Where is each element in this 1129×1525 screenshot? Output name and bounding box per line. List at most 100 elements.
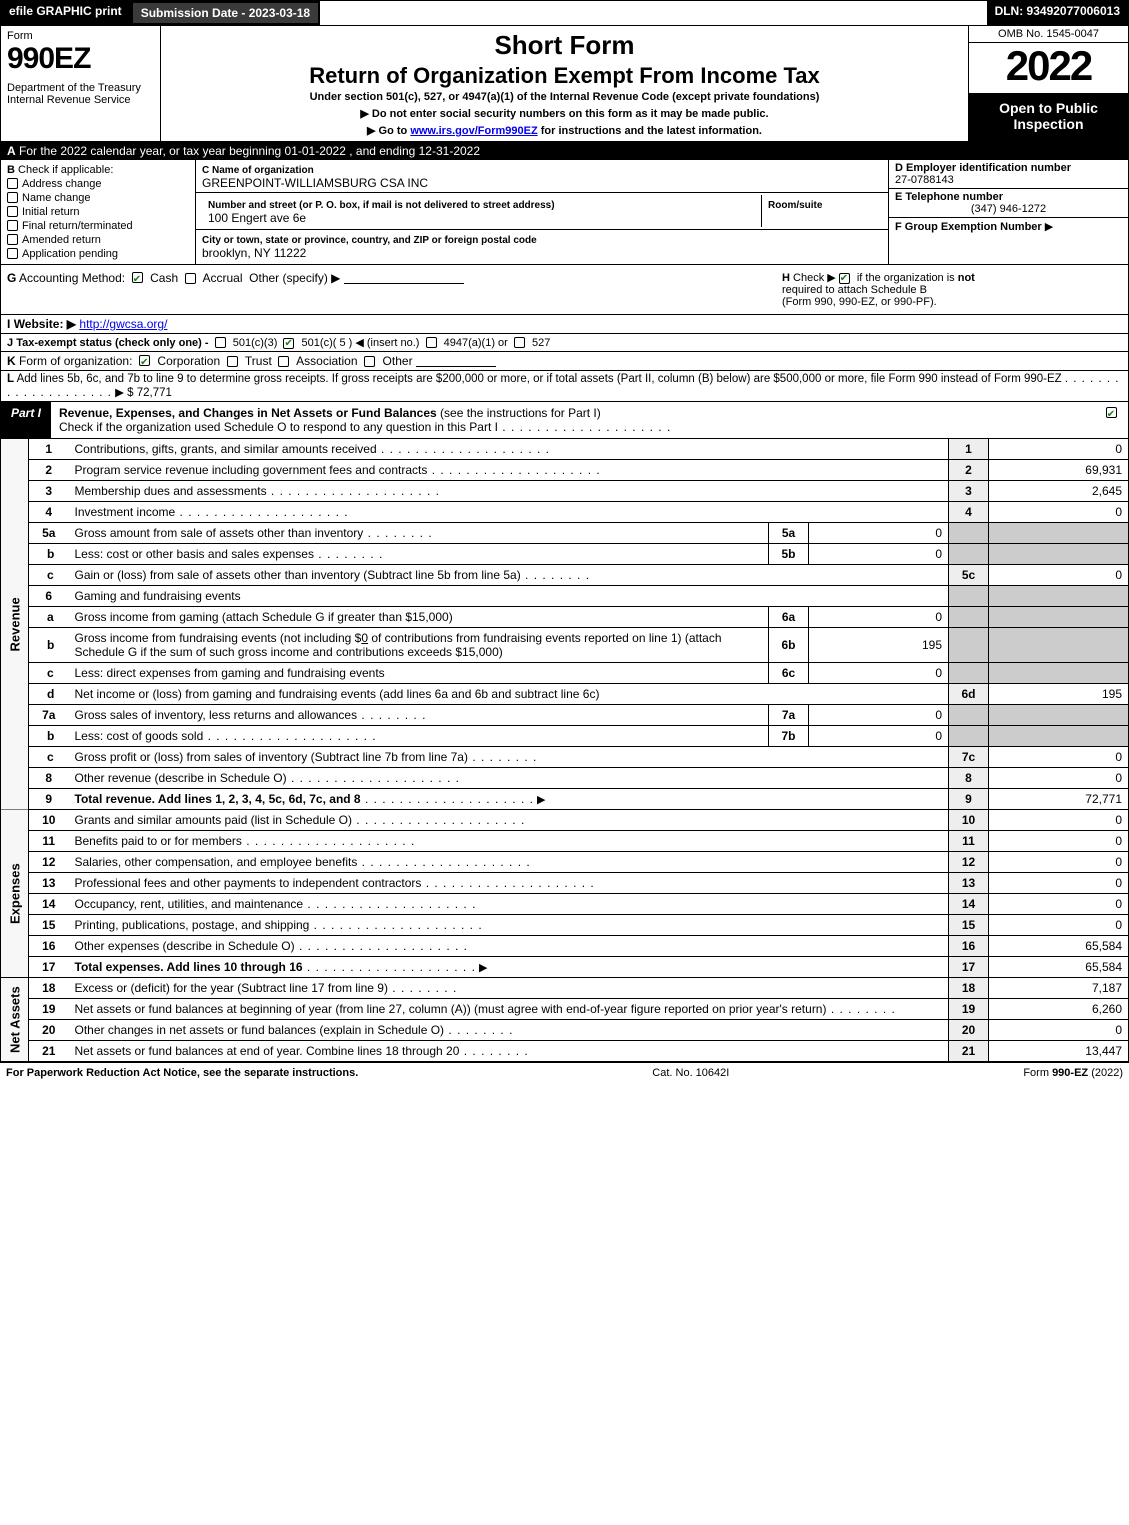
amt-5c: 0 [989, 565, 1129, 586]
amt-14: 0 [989, 894, 1129, 915]
city-value: brooklyn, NY 11222 [202, 246, 306, 260]
amt-9: 72,771 [989, 789, 1129, 810]
part1-check[interactable] [1098, 402, 1128, 438]
line-2: 2 Program service revenue including gove… [1, 460, 1129, 481]
city-label: City or town, state or province, country… [202, 235, 537, 246]
row-g-h: G Accounting Method: Cash Accrual Other … [0, 265, 1129, 315]
chk-name-change[interactable]: Name change [7, 192, 189, 204]
inval-6b: 195 [809, 628, 949, 663]
chk-application-pending[interactable]: Application pending [7, 248, 189, 260]
chk-501c[interactable] [283, 338, 294, 349]
inval-5b: 0 [809, 544, 949, 565]
form-name: 990EZ [7, 42, 154, 76]
amt-12: 0 [989, 852, 1129, 873]
chk-527[interactable] [514, 337, 525, 348]
header-right: OMB No. 1545-0047 2022 Open to Public In… [968, 26, 1128, 141]
row-l: L Add lines 5b, 6c, and 7b to line 9 to … [0, 371, 1129, 402]
open-to-public: Open to Public Inspection [969, 94, 1128, 141]
other-blank[interactable] [344, 272, 464, 284]
chk-corporation[interactable] [139, 355, 150, 366]
city-cell: City or town, state or province, country… [196, 230, 888, 262]
amt-10: 0 [989, 810, 1129, 831]
amt-1: 0 [989, 439, 1129, 460]
other-org-blank[interactable] [416, 355, 496, 367]
line-12: 12 Salaries, other compensation, and emp… [1, 852, 1129, 873]
chk-h[interactable] [839, 273, 850, 284]
line-14: 14 Occupancy, rent, utilities, and maint… [1, 894, 1129, 915]
line-11: 11 Benefits paid to or for members 11 0 [1, 831, 1129, 852]
expenses-side-label: Expenses [1, 810, 29, 978]
chk-association[interactable] [278, 356, 289, 367]
chk-accrual[interactable] [185, 273, 196, 284]
line-17: 17 Total expenses. Add lines 10 through … [1, 957, 1129, 978]
dln-label: DLN: 93492077006013 [987, 1, 1128, 25]
b-label: B [7, 164, 15, 176]
page-footer: For Paperwork Reduction Act Notice, see … [0, 1062, 1129, 1083]
chk-final-return[interactable]: Final return/terminated [7, 220, 189, 232]
chk-cash[interactable] [132, 272, 143, 283]
line-1: Revenue 1 Contributions, gifts, grants, … [1, 439, 1129, 460]
amt-17: 65,584 [989, 957, 1129, 978]
short-form-title: Short Form [167, 30, 962, 61]
chk-address-change[interactable]: Address change [7, 178, 189, 190]
amt-11: 0 [989, 831, 1129, 852]
row-j: J Tax-exempt status (check only one) - 5… [0, 334, 1129, 352]
chk-other-org[interactable] [364, 356, 375, 367]
row-a-label: A [7, 144, 16, 158]
website-link[interactable]: http://gwcsa.org/ [79, 317, 167, 331]
return-title: Return of Organization Exempt From Incom… [167, 63, 962, 89]
gross-receipts: 72,771 [137, 387, 172, 399]
header-left: Form 990EZ Department of the Treasury In… [1, 26, 161, 141]
line-6a: a Gross income from gaming (attach Sched… [1, 607, 1129, 628]
form-header: Form 990EZ Department of the Treasury In… [0, 26, 1129, 142]
section-g: G Accounting Method: Cash Accrual Other … [7, 271, 762, 308]
line-16: 16 Other expenses (describe in Schedule … [1, 936, 1129, 957]
under-section-text: Under section 501(c), 527, or 4947(a)(1)… [167, 91, 962, 103]
inval-5a: 0 [809, 523, 949, 544]
room-label: Room/suite [768, 200, 822, 211]
paperwork-notice: For Paperwork Reduction Act Notice, see … [6, 1067, 358, 1079]
cat-no: Cat. No. 10642I [652, 1067, 729, 1079]
top-bar: efile GRAPHIC print Submission Date - 20… [0, 0, 1129, 26]
line-7b: b Less: cost of goods sold 7b 0 [1, 726, 1129, 747]
efile-label[interactable]: efile GRAPHIC print [1, 1, 131, 25]
irs-link[interactable]: www.irs.gov/Form990EZ [410, 125, 537, 137]
line-6c: c Less: direct expenses from gaming and … [1, 663, 1129, 684]
street-row: Number and street (or P. O. box, if mail… [196, 193, 888, 230]
b-check-label: Check if applicable: [18, 164, 113, 176]
line-10: Expenses 10 Grants and similar amounts p… [1, 810, 1129, 831]
chk-initial-return[interactable]: Initial return [7, 206, 189, 218]
part1-tag: Part I [1, 402, 51, 438]
line-7c: c Gross profit or (loss) from sales of i… [1, 747, 1129, 768]
header-mid: Short Form Return of Organization Exempt… [161, 26, 968, 141]
goto-instructions: ▶ Go to www.irs.gov/Form990EZ for instru… [167, 124, 962, 137]
lines-table: Revenue 1 Contributions, gifts, grants, … [0, 439, 1129, 1062]
goto-prefix: ▶ Go to [367, 125, 410, 137]
row-a-text: For the 2022 calendar year, or tax year … [19, 144, 480, 158]
line-9: 9 Total revenue. Add lines 1, 2, 3, 4, 5… [1, 789, 1129, 810]
chk-trust[interactable] [227, 356, 238, 367]
amt-19: 6,260 [989, 999, 1129, 1020]
form-ref: Form 990-EZ (2022) [1023, 1067, 1123, 1079]
line-4: 4 Investment income 4 0 [1, 502, 1129, 523]
chk-amended-return[interactable]: Amended return [7, 234, 189, 246]
chk-501c3[interactable] [215, 337, 226, 348]
amt-2: 69,931 [989, 460, 1129, 481]
line-5b: b Less: cost or other basis and sales ex… [1, 544, 1129, 565]
row-i: I Website: ▶ http://gwcsa.org/ [0, 315, 1129, 334]
goto-suffix: for instructions and the latest informat… [538, 125, 762, 137]
line-8: 8 Other revenue (describe in Schedule O)… [1, 768, 1129, 789]
amt-4: 0 [989, 502, 1129, 523]
org-name-cell: C Name of organization GREENPOINT-WILLIA… [196, 160, 888, 193]
section-d: D Employer identification number 27-0788… [889, 160, 1128, 189]
chk-4947[interactable] [426, 337, 437, 348]
line-7a: 7a Gross sales of inventory, less return… [1, 705, 1129, 726]
inval-7b: 0 [809, 726, 949, 747]
line-6d: d Net income or (loss) from gaming and f… [1, 684, 1129, 705]
ssn-warning: ▶ Do not enter social security numbers o… [167, 107, 962, 120]
section-h: H Check ▶ if the organization is not req… [782, 271, 1122, 308]
amt-20: 0 [989, 1020, 1129, 1041]
amt-16: 65,584 [989, 936, 1129, 957]
line-21: 21 Net assets or fund balances at end of… [1, 1041, 1129, 1062]
department-label: Department of the Treasury Internal Reve… [7, 82, 154, 106]
